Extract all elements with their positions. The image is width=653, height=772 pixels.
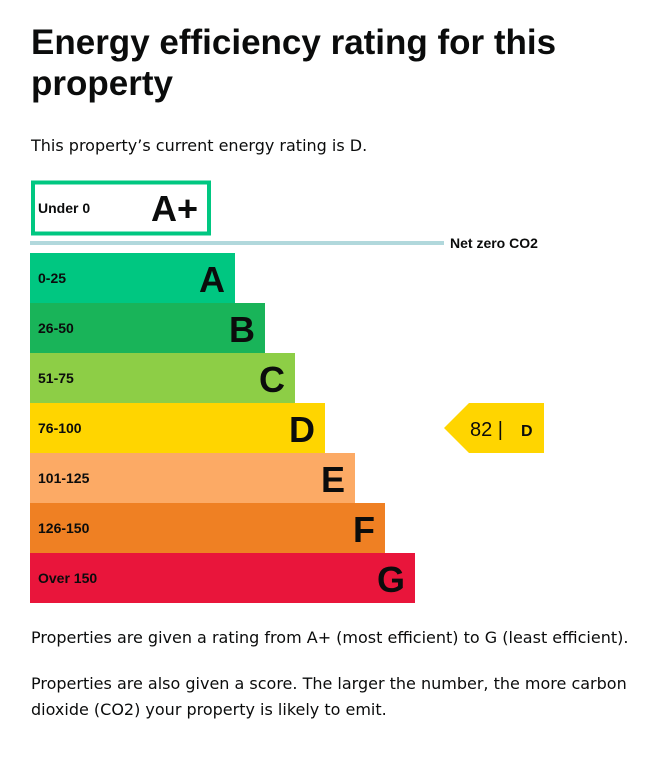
band-letter: B <box>229 309 255 350</box>
band-range-label: 126-150 <box>38 520 90 536</box>
rating-scale-explanation: Properties are given a rating from A+ (m… <box>31 628 629 647</box>
score-explanation: Properties are also given a score. The l… <box>31 674 627 719</box>
band-range-label: 101-125 <box>38 470 90 486</box>
current-score-label: 82 | <box>470 419 503 441</box>
band-bar-d <box>30 403 325 453</box>
band-bar-e <box>30 453 355 503</box>
band-letter: D <box>289 409 315 450</box>
band-range-label: 26-50 <box>38 320 74 336</box>
band-bar-a <box>30 253 235 303</box>
band-range-label: 0-25 <box>38 270 66 286</box>
current-rating-letter: D <box>521 423 533 440</box>
band-bar-c <box>30 353 295 403</box>
band-bar-b <box>30 303 265 353</box>
page-title: Energy efficiency rating for this proper… <box>31 23 557 103</box>
band-letter: E <box>321 459 345 500</box>
energy-rating-chart: Under 0 A+ Net zero CO2 0-25 A 26-50 B 51-75 C 76… <box>30 180 544 603</box>
band-a-plus-box <box>31 180 211 236</box>
band-letter: G <box>377 559 405 600</box>
current-rating-text: This property’s current energy rating is… <box>31 136 368 155</box>
band-range-label: Under 0 <box>38 200 90 216</box>
band-bar-f <box>30 503 385 553</box>
band-letter: A <box>199 259 225 300</box>
band-range-label: Over 150 <box>38 570 97 586</box>
band-letter: F <box>353 509 375 550</box>
net-zero-label: Net zero CO2 <box>450 235 538 251</box>
current-rating-arrow <box>444 403 544 453</box>
band-bar-g <box>30 553 415 603</box>
band-range-label: 51-75 <box>38 370 74 386</box>
band-letter: C <box>259 359 285 400</box>
band-range-label: 76-100 <box>38 420 82 436</box>
band-letter: A+ <box>151 188 198 229</box>
